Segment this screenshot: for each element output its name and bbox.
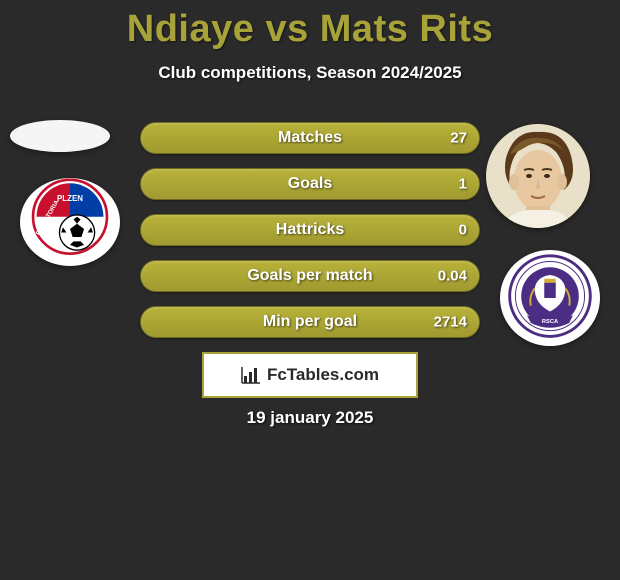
stat-label: Hattricks [276, 221, 344, 239]
stat-right-value: 27 [450, 130, 467, 147]
fctables-badge[interactable]: FcTables.com [202, 352, 418, 398]
stat-right-value: 1 [459, 176, 467, 193]
stat-label: Matches [278, 129, 342, 147]
svg-text:PLZEN: PLZEN [57, 194, 83, 203]
stat-bar-hattricks: Hattricks 0 [140, 214, 480, 246]
club-right-badge: RSCA [500, 250, 600, 346]
bar-chart-icon [241, 366, 261, 384]
page-title: Ndiaye vs Mats Rits [0, 0, 620, 51]
stat-right-value: 0 [459, 222, 467, 239]
stat-right-value: 2714 [434, 314, 467, 331]
mats-rits-portrait-icon [486, 124, 590, 228]
viktoria-plzen-icon: PLZEN FC VIKTORIA [20, 178, 120, 266]
subtitle: Club competitions, Season 2024/2025 [0, 63, 620, 83]
player-right-avatar [486, 124, 590, 228]
player-left-avatar [10, 120, 110, 152]
anderlecht-icon: RSCA [500, 250, 600, 346]
club-left-badge: PLZEN FC VIKTORIA [20, 178, 120, 266]
stat-label: Goals per match [247, 267, 372, 285]
stat-label: Min per goal [263, 313, 357, 331]
stat-bars: Matches 27 Goals 1 Hattricks 0 Goals per… [140, 122, 480, 352]
date-text: 19 january 2025 [0, 408, 620, 428]
stat-bar-goals-per-match: Goals per match 0.04 [140, 260, 480, 292]
stat-bar-min-per-goal: Min per goal 2714 [140, 306, 480, 338]
stat-bar-matches: Matches 27 [140, 122, 480, 154]
stat-right-value: 0.04 [438, 268, 467, 285]
stat-label: Goals [288, 175, 332, 193]
stat-bar-goals: Goals 1 [140, 168, 480, 200]
fctables-label: FcTables.com [267, 365, 379, 385]
svg-text:RSCA: RSCA [542, 319, 558, 325]
